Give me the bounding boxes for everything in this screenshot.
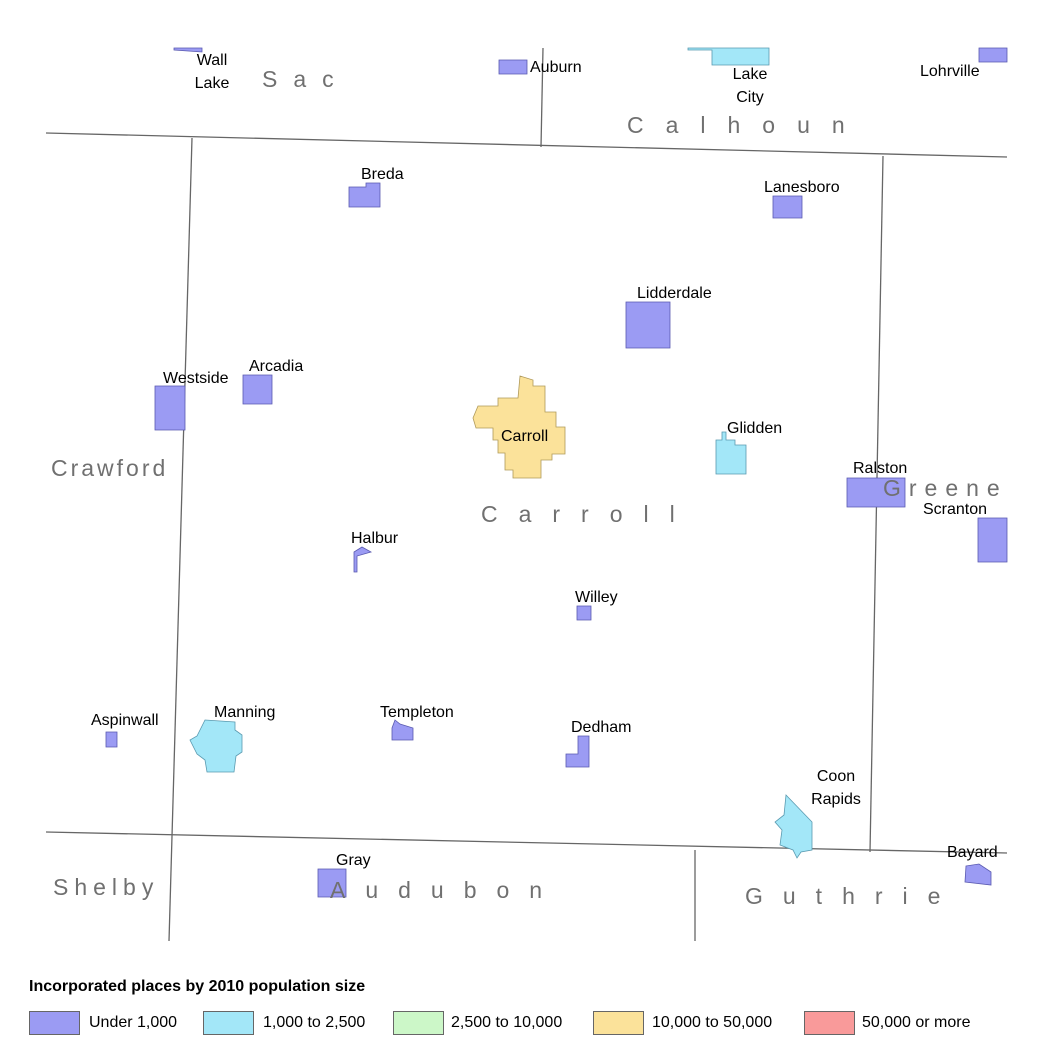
place-label: Scranton bbox=[923, 501, 988, 518]
place-label: Willey bbox=[575, 589, 618, 606]
place-label: Gray bbox=[336, 852, 371, 869]
place-label: Halbur bbox=[351, 530, 399, 547]
place-shape bbox=[242, 374, 273, 405]
place-shape bbox=[565, 735, 590, 768]
county-label: Calhoun bbox=[627, 112, 867, 138]
place-label: Westside bbox=[163, 370, 229, 387]
place-shape bbox=[772, 195, 803, 219]
legend-label: 1,000 to 2,500 bbox=[263, 1014, 366, 1031]
place-label: Ralston bbox=[853, 460, 908, 477]
legend-label: Under 1,000 bbox=[89, 1014, 178, 1031]
place-label: Aspinwall bbox=[91, 712, 159, 729]
place-shape bbox=[472, 375, 566, 479]
place-label: Carroll bbox=[501, 428, 549, 445]
place-shape bbox=[498, 59, 528, 75]
place-label: Glidden bbox=[727, 420, 783, 437]
county-label: Greene bbox=[883, 475, 1008, 501]
place-shape bbox=[353, 546, 373, 573]
county-border bbox=[45, 831, 1008, 854]
place-label: Lanesboro bbox=[764, 179, 840, 196]
place-label: Coon Rapids bbox=[811, 768, 861, 808]
county-label: Crawford bbox=[51, 455, 169, 481]
county-label: Carroll bbox=[481, 501, 696, 527]
place-shape bbox=[154, 385, 186, 431]
place-label: Bayard bbox=[947, 844, 998, 861]
place-shape bbox=[105, 731, 118, 748]
place-label: Templeton bbox=[380, 704, 454, 721]
place-label: Wall Lake bbox=[194, 52, 230, 92]
legend-swatch bbox=[593, 1011, 644, 1035]
place-label: Lidderdale bbox=[637, 285, 712, 302]
place-shape bbox=[774, 794, 813, 859]
county-label: Guthrie bbox=[745, 883, 961, 909]
place-label: Dedham bbox=[571, 719, 632, 736]
legend-title: Incorporated places by 2010 population s… bbox=[29, 978, 366, 995]
county-border bbox=[168, 137, 193, 942]
county-label: Sac bbox=[262, 66, 350, 92]
place-shape bbox=[189, 719, 243, 773]
place-shape bbox=[978, 47, 1008, 63]
legend-label: 2,500 to 10,000 bbox=[451, 1014, 563, 1031]
place-label: Lake City bbox=[732, 66, 768, 106]
place-label: Auburn bbox=[530, 59, 582, 76]
place-shape bbox=[317, 868, 347, 898]
place-shape bbox=[964, 863, 992, 886]
county-border bbox=[540, 47, 544, 148]
place-label: Lohrville bbox=[920, 63, 980, 80]
county-border bbox=[45, 132, 1008, 158]
place-shape bbox=[846, 477, 906, 508]
place-label: Manning bbox=[214, 704, 276, 721]
place-shape bbox=[687, 47, 770, 66]
place-shape bbox=[391, 719, 414, 741]
place-label: Breda bbox=[361, 166, 404, 183]
place-shape bbox=[715, 431, 747, 475]
county-label: Audubon bbox=[330, 877, 563, 903]
place-label: Arcadia bbox=[249, 358, 304, 375]
legend-swatch bbox=[29, 1011, 80, 1035]
legend-label: 10,000 to 50,000 bbox=[652, 1014, 773, 1031]
place-shape bbox=[173, 47, 203, 53]
place-shape bbox=[348, 182, 381, 208]
place-shape bbox=[576, 605, 592, 621]
place-shape bbox=[977, 517, 1008, 563]
legend-swatch bbox=[804, 1011, 855, 1035]
legend-label: 50,000 or more bbox=[862, 1014, 971, 1031]
place-shape bbox=[625, 301, 671, 349]
legend-swatch bbox=[203, 1011, 254, 1035]
legend-swatch bbox=[393, 1011, 444, 1035]
county-label: Shelby bbox=[53, 874, 160, 900]
